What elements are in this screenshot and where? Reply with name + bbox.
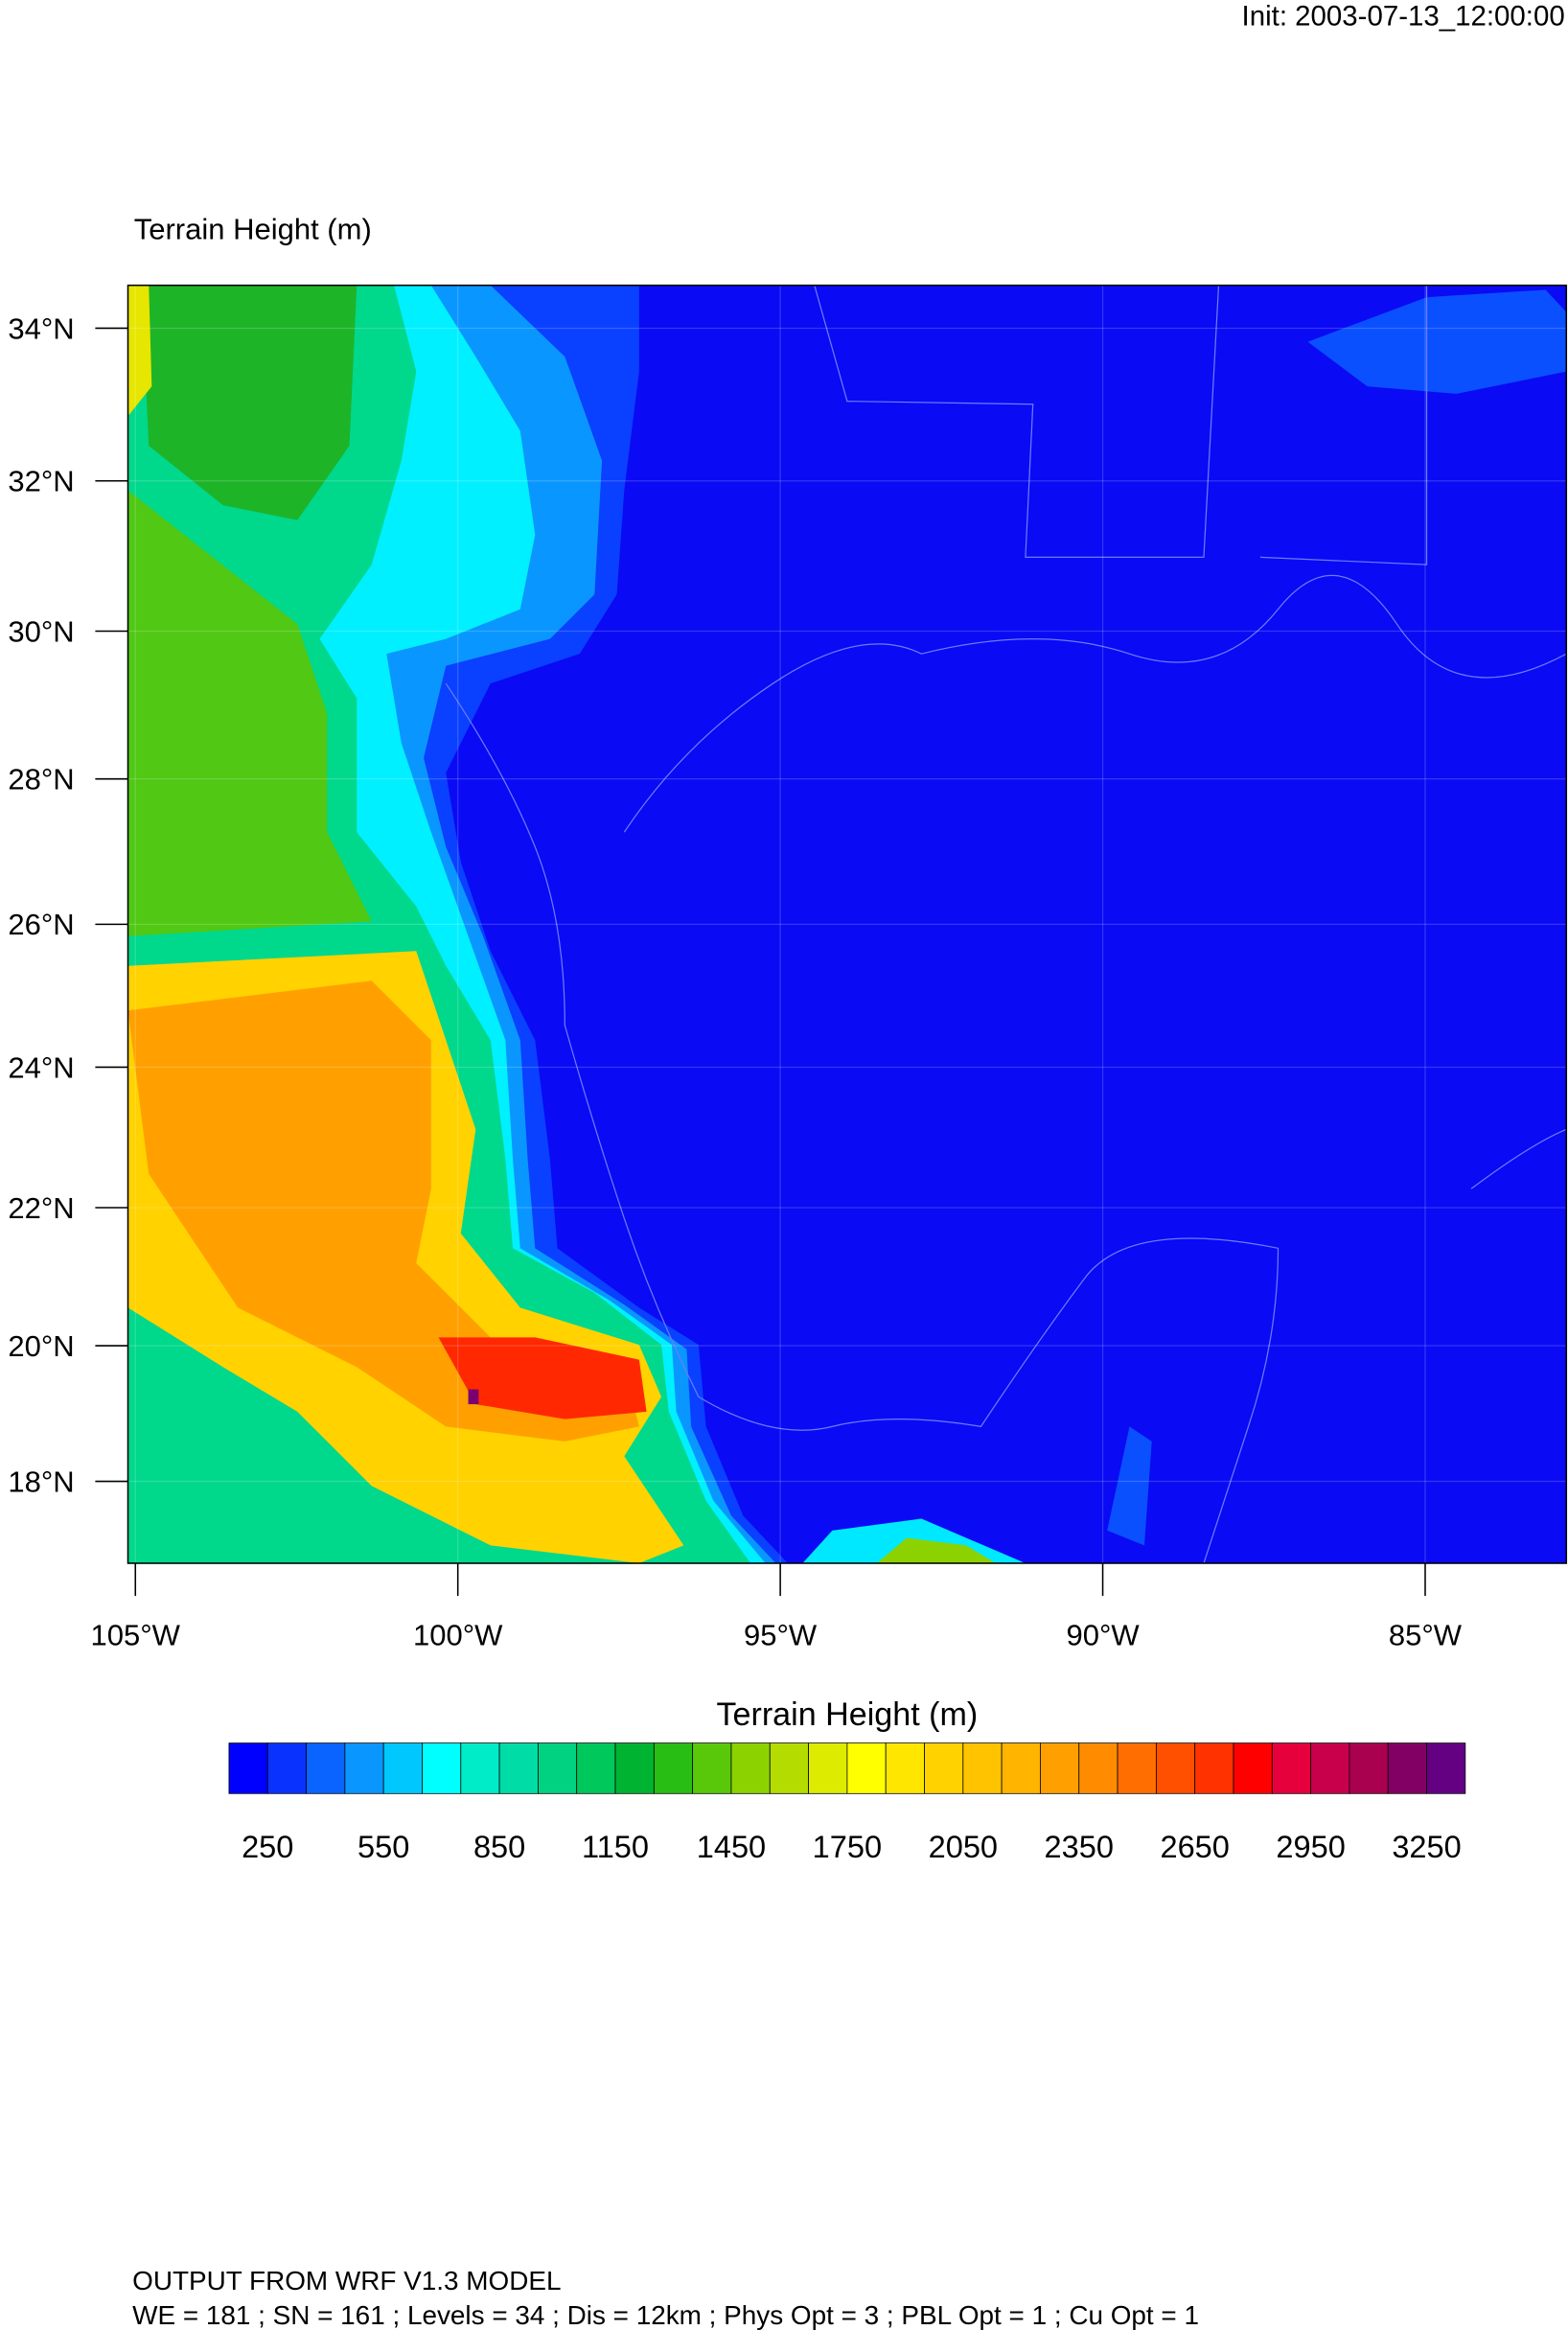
colorbar-box (1387, 1742, 1427, 1794)
colorbar-box (382, 1742, 423, 1794)
colorbar-tick-label: 550 (357, 1830, 409, 1864)
colorbar-tick-label: 1450 (697, 1830, 766, 1864)
colorbar-box (460, 1742, 500, 1794)
colorbar-tick-label: 1150 (582, 1830, 649, 1864)
colorbar-tick-label: 250 (242, 1830, 293, 1864)
lon-tick-label: 90°W (1066, 1618, 1140, 1651)
colorbar-box (692, 1742, 732, 1794)
colorbar-tick-label: 2950 (1276, 1830, 1345, 1864)
lat-tick-label: 20°N (8, 1329, 74, 1363)
colorbar-tick-label: 850 (473, 1830, 525, 1864)
colorbar-title: Terrain Height (m) (716, 1696, 978, 1733)
lat-tick-label: 30°N (8, 614, 74, 648)
colorbar-box (1271, 1742, 1311, 1794)
colorbar-tick-label: 1750 (813, 1830, 882, 1864)
colorbar-box (1001, 1742, 1041, 1794)
colorbar-box (962, 1742, 1003, 1794)
colorbar-box (538, 1742, 578, 1794)
colorbar-box (1233, 1742, 1273, 1794)
lat-tick-label: 26°N (8, 908, 74, 941)
terrain-field (127, 285, 1567, 1564)
colorbar-box (1117, 1742, 1157, 1794)
lat-tick-label: 28°N (8, 763, 74, 796)
lon-tick-label: 85°W (1389, 1618, 1463, 1651)
colorbar-box (1155, 1742, 1196, 1794)
colorbar-box (266, 1742, 307, 1794)
colorbar-box (576, 1742, 616, 1794)
colorbar-box (730, 1742, 771, 1794)
colorbar-box (769, 1742, 809, 1794)
lon-tick-label: 95°W (744, 1618, 818, 1651)
lat-tick-label: 24°N (8, 1050, 74, 1084)
colorbar-box (653, 1742, 694, 1794)
colorbar-tick-label: 2350 (1045, 1830, 1114, 1864)
colorbar-box (808, 1742, 848, 1794)
colorbar-box (924, 1742, 964, 1794)
colorbar-box (1426, 1742, 1466, 1794)
colorbar-box (422, 1742, 462, 1794)
footer-line: OUTPUT FROM WRF V1.3 MODEL (132, 2266, 561, 2295)
lat-tick-label: 18°N (8, 1465, 74, 1498)
colorbar-tick-label: 2050 (929, 1830, 998, 1864)
lat-tick-label: 34°N (8, 311, 74, 345)
colorbar-box (306, 1742, 346, 1794)
colorbar-tick-label: 2650 (1160, 1830, 1229, 1864)
lat-tick-label: 22°N (8, 1191, 74, 1225)
footer-line: WE = 181 ; SN = 161 ; Levels = 34 ; Dis … (132, 2300, 1199, 2330)
colorbar-box (344, 1742, 384, 1794)
colorbar-box (846, 1742, 887, 1794)
colorbar-box (1194, 1742, 1234, 1794)
colorbar-tick-label: 3250 (1392, 1830, 1461, 1864)
lon-tick-label: 100°W (413, 1618, 503, 1651)
colorbar-box (498, 1742, 539, 1794)
colorbar-box (1310, 1742, 1350, 1794)
init-time: Init: 2003-07-13_12:00:00 (1242, 0, 1565, 32)
lat-tick-label: 32°N (8, 465, 74, 498)
colorbar-box (1349, 1742, 1389, 1794)
map-title: Terrain Height (m) (134, 213, 372, 246)
colorbar-box (614, 1742, 655, 1794)
lon-tick-label: 105°W (91, 1618, 181, 1651)
colorbar-box (228, 1742, 268, 1794)
colorbar-box (1078, 1742, 1118, 1794)
colorbar-box (885, 1742, 925, 1794)
colorbar-box (1040, 1742, 1080, 1794)
